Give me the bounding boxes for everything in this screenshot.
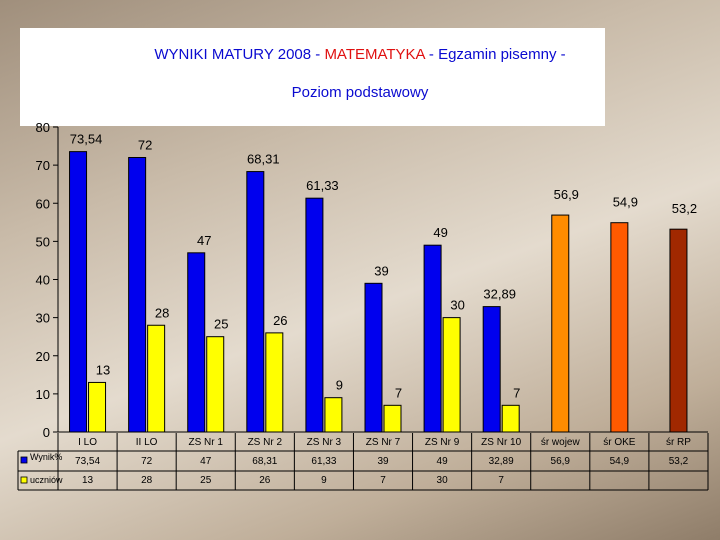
data-label-wynik: 53,2 [672, 201, 697, 216]
y-tick-label: 60 [36, 196, 50, 211]
bar-uczniow [147, 324, 166, 433]
y-tick-label: 20 [36, 349, 50, 364]
table-cell-wynik: 54,9 [610, 456, 630, 467]
legend-label-uczniow: uczniów [30, 475, 63, 485]
title-subject: MATEMATYKA [324, 46, 425, 63]
y-tick-label: 40 [36, 273, 50, 288]
bar-uczniow [442, 317, 461, 433]
bar-wynik [482, 306, 501, 433]
chart-title: WYNIKI MATURY 2008 - MATEMATYKA - Egzami… [0, 46, 720, 63]
table-cell-uczniow: 25 [200, 475, 212, 486]
bar-uczniow [88, 381, 107, 433]
data-label-uczniow: 26 [273, 313, 287, 328]
table-cell-wynik: 61,33 [311, 456, 336, 467]
bar-wynik [423, 244, 442, 433]
table-cell-wynik: 49 [437, 456, 449, 467]
data-label-uczniow: 7 [513, 385, 520, 400]
data-label-uczniow: 25 [214, 317, 228, 332]
bar-wynik [305, 197, 324, 433]
x-tick-label: ZS Nr 1 [189, 437, 224, 448]
table-cell-wynik: 56,9 [551, 456, 571, 467]
legend-key-wynik [20, 456, 28, 464]
table-cell-wynik: 47 [200, 456, 212, 467]
title-prefix: WYNIKI MATURY 2008 - [154, 46, 325, 63]
x-tick-label: ZS Nr 7 [366, 437, 401, 448]
bar-wynik [246, 171, 265, 433]
table-cell-uczniow: 30 [437, 475, 449, 486]
x-tick-label: I LO [78, 437, 97, 448]
table-cell-uczniow: 26 [259, 475, 271, 486]
x-tick-label: II LO [136, 437, 158, 448]
x-tick-label: ZS Nr 2 [248, 437, 283, 448]
x-tick-label: śr OKE [603, 437, 636, 448]
table-cell-uczniow: 28 [141, 475, 153, 486]
data-label-wynik: 39 [374, 263, 388, 278]
table-cell-wynik: 68,31 [252, 456, 277, 467]
legend-key-uczniow [20, 476, 28, 484]
table-cell-wynik: 53,2 [669, 456, 689, 467]
data-label-wynik: 61,33 [306, 178, 339, 193]
data-label-wynik: 56,9 [554, 187, 579, 202]
table-cell-uczniow: 9 [321, 475, 327, 486]
bar-wynik [69, 151, 88, 433]
data-label-uczniow: 30 [450, 298, 464, 313]
bar-uczniow [324, 397, 343, 433]
bar-wynik [669, 228, 688, 433]
title-suffix: - Egzamin pisemny - [424, 46, 566, 63]
data-label-uczniow: 9 [336, 378, 343, 393]
x-tick-label: śr wojew [541, 437, 581, 448]
bar-uczniow [265, 332, 284, 433]
bar-wynik [128, 157, 147, 433]
y-tick-label: 30 [36, 311, 50, 326]
data-label-wynik: 68,31 [247, 152, 280, 167]
x-tick-label: ZS Nr 9 [425, 437, 460, 448]
bar-uczniow [383, 404, 402, 433]
y-tick-label: 50 [36, 234, 50, 249]
bar-wynik [364, 282, 383, 433]
table-cell-wynik: 39 [377, 456, 389, 467]
y-tick-label: 10 [36, 387, 50, 402]
data-label-uczniow: 13 [96, 362, 110, 377]
data-label-uczniow: 28 [155, 305, 169, 320]
bar-wynik [187, 252, 206, 433]
bar-uczniow [206, 336, 225, 433]
data-label-wynik: 72 [138, 138, 152, 153]
table-cell-uczniow: 13 [82, 475, 94, 486]
table-cell-uczniow: 7 [498, 475, 504, 486]
y-tick-label: 0 [43, 425, 50, 440]
bar-wynik [551, 214, 570, 433]
bar-uczniow [501, 404, 520, 433]
chart-subtitle: Poziom podstawowy [291, 84, 429, 101]
title-panel [20, 28, 605, 126]
table-cell-wynik: 72 [141, 456, 153, 467]
x-tick-label: ZS Nr 10 [481, 437, 521, 448]
x-tick-label: śr RP [666, 437, 691, 448]
y-tick-label: 80 [36, 120, 50, 135]
data-label-wynik: 73,54 [70, 132, 103, 147]
x-tick-label: ZS Nr 3 [307, 437, 342, 448]
bar-wynik [610, 222, 629, 433]
table-cell-uczniow: 7 [380, 475, 386, 486]
table-cell-wynik: 73,54 [75, 456, 100, 467]
data-label-uczniow: 7 [395, 385, 402, 400]
data-label-wynik: 47 [197, 233, 211, 248]
data-label-wynik: 32,89 [483, 287, 516, 302]
y-tick-label: 70 [36, 158, 50, 173]
data-label-wynik: 54,9 [613, 195, 638, 210]
table-cell-wynik: 32,89 [489, 456, 514, 467]
legend-label-wynik: Wynik% [30, 452, 62, 462]
data-label-wynik: 49 [433, 225, 447, 240]
